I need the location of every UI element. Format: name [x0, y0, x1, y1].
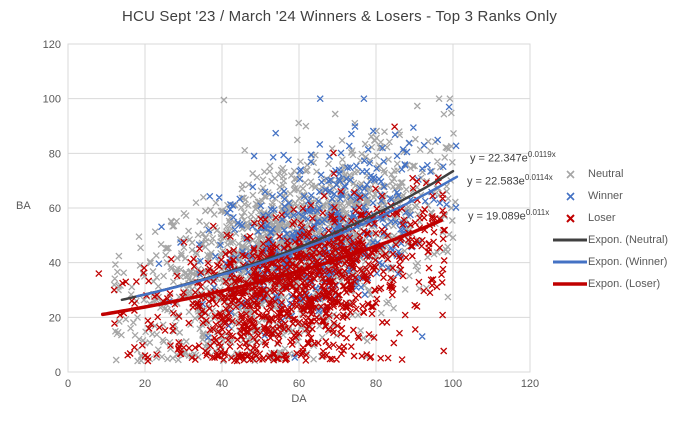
- trendline-swatch-icon: [552, 255, 588, 269]
- y-tick-label: 120: [43, 39, 61, 51]
- plot-border: [67, 43, 531, 373]
- equation-exponent: 0.0119x: [527, 150, 556, 159]
- trendline-equation-neutral: y = 22.347e0.0119x: [470, 150, 556, 165]
- legend-item-expon-neutral[interactable]: Expon. (Neutral): [552, 229, 668, 251]
- y-tick-label: 20: [49, 312, 61, 324]
- x-marker-icon: [552, 211, 588, 225]
- y-tick-label: 100: [43, 94, 61, 106]
- equation-base: y = 19.089e: [468, 210, 526, 223]
- chart-title: HCU Sept '23 / March '24 Winners & Loser…: [121, 8, 558, 25]
- trendline-swatch-icon: [552, 277, 588, 291]
- equation-base: y = 22.347e: [470, 152, 528, 165]
- x-tick-label: 0: [65, 378, 71, 390]
- equation-base: y = 22.583e: [467, 175, 525, 188]
- trendline-equation-winner: y = 22.583e0.0114x: [467, 173, 553, 188]
- x-tick-label: 100: [444, 378, 462, 390]
- legend-label: Winner: [588, 190, 623, 202]
- legend: Neutral Winner Loser Expon. (Neutral) Ex…: [552, 163, 668, 295]
- legend-item-expon-loser[interactable]: Expon. (Loser): [552, 273, 668, 295]
- y-tick-label: 0: [55, 367, 61, 379]
- x-tick-label: 120: [521, 378, 539, 390]
- equation-exponent: 0.0114x: [524, 173, 553, 182]
- y-tick-label: 60: [49, 203, 61, 215]
- trendline-expon-winner-: [136, 175, 459, 298]
- legend-item-expon-winner[interactable]: Expon. (Winner): [552, 251, 668, 273]
- x-tick-label: 80: [370, 378, 382, 390]
- x-tick-label: 40: [216, 378, 228, 390]
- legend-item-neutral[interactable]: Neutral: [552, 163, 668, 185]
- y-tick-label: 80: [49, 148, 61, 160]
- equation-exponent: 0.011x: [525, 208, 550, 217]
- legend-label: Loser: [588, 212, 616, 224]
- legend-item-winner[interactable]: Winner: [552, 185, 668, 207]
- trendline-equation-loser: y = 19.089e0.011x: [468, 208, 549, 223]
- legend-label: Neutral: [588, 168, 624, 180]
- series-loser-points: [95, 123, 449, 365]
- x-tick-label: 20: [139, 378, 151, 390]
- x-axis-title: DA: [291, 393, 307, 405]
- x-marker-icon: [552, 189, 588, 203]
- y-tick-label: 40: [49, 258, 61, 270]
- x-marker-icon: [552, 167, 588, 181]
- x-tick-label: 60: [293, 378, 305, 390]
- legend-label: Expon. (Loser): [588, 278, 661, 290]
- y-axis-title: BA: [16, 200, 31, 212]
- trendline-swatch-icon: [552, 233, 588, 247]
- legend-label: Expon. (Neutral): [588, 234, 669, 246]
- trendline-expon-loser-: [100, 218, 444, 317]
- legend-label: Expon. (Winner): [588, 256, 668, 268]
- legend-item-loser[interactable]: Loser: [552, 207, 668, 229]
